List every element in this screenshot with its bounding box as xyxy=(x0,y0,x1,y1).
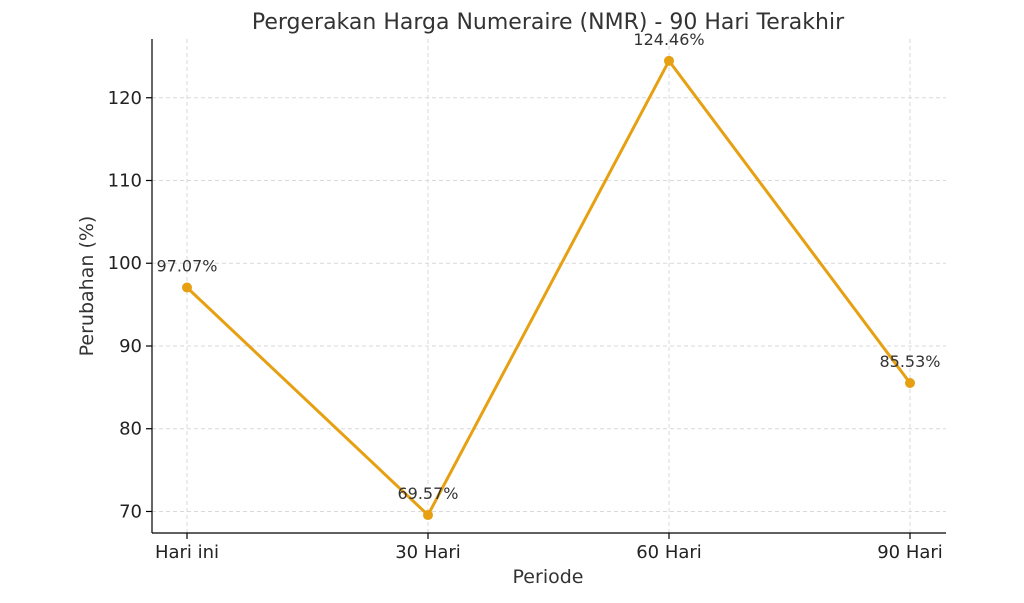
series xyxy=(182,55,915,521)
y-tick-label: 100 xyxy=(108,253,142,274)
data-label: 124.46% xyxy=(633,30,704,49)
x-tick-label: Hari ini xyxy=(155,542,219,563)
y-tick-label: 80 xyxy=(119,419,142,440)
data-point xyxy=(182,282,192,293)
x-ticks: Hari ini 30 Hari 60 Hari 90 Hari xyxy=(155,533,943,563)
data-label: 97.07% xyxy=(156,256,217,275)
x-tick-label: 60 Hari xyxy=(636,542,702,563)
y-tick-label: 70 xyxy=(119,501,142,522)
data-point xyxy=(905,377,915,388)
x-axis-label: Periode xyxy=(513,566,584,588)
y-tick-label: 90 xyxy=(119,336,142,357)
y-tick-label: 120 xyxy=(108,88,142,109)
chart-title: Pergerakan Harga Numeraire (NMR) - 90 Ha… xyxy=(252,10,845,35)
data-labels: 97.07% 69.57% 124.46% 85.53% xyxy=(156,30,940,503)
y-tick-label: 110 xyxy=(108,170,142,191)
y-ticks: 70 80 90 100 110 120 xyxy=(108,88,152,522)
data-label: 69.57% xyxy=(397,484,458,503)
data-point xyxy=(423,510,433,521)
series-line xyxy=(185,59,912,517)
x-tick-label: 90 Hari xyxy=(877,542,943,563)
y-axis-label: Perubahan (%) xyxy=(76,216,98,357)
x-tick-label: 30 Hari xyxy=(395,542,461,563)
data-point xyxy=(664,55,674,66)
data-label: 85.53% xyxy=(879,352,940,371)
